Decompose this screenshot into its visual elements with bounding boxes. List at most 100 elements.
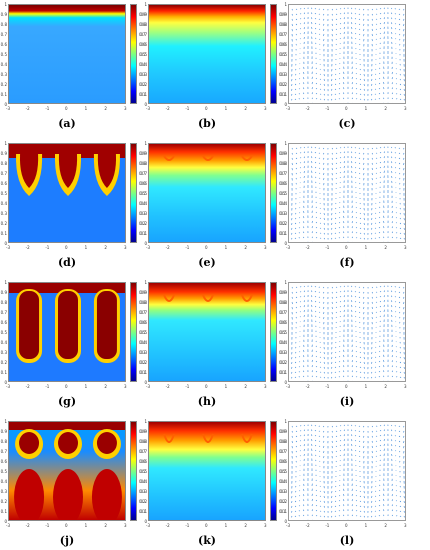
y-tick: 1: [284, 419, 287, 424]
y-tick: 0.2: [140, 221, 147, 226]
y-tick: 1: [4, 141, 7, 146]
panel-caption: (a): [58, 117, 76, 130]
y-tick: 0.8: [280, 300, 287, 305]
y-tick: 0.2: [0, 360, 7, 365]
colorbar-tick: 0.9: [279, 290, 286, 295]
x-tick: 0: [205, 523, 208, 528]
y-tick: 0.2: [140, 499, 147, 504]
colorbar-tick: 0.4: [279, 62, 286, 67]
x-tick: -1: [45, 523, 50, 528]
colorbar-tick: 0.5: [139, 330, 146, 335]
x-tick: -3: [6, 245, 10, 250]
y-tick: 0.5: [0, 191, 7, 196]
colorbar-tick: 0.6: [139, 459, 146, 464]
y-tick: 0.1: [0, 92, 7, 97]
x-tick: 2: [244, 106, 247, 111]
x-tick-labels: -3 -2 -1 0 1 2 3: [286, 106, 407, 112]
x-tick: -2: [305, 106, 310, 111]
x-tick: -1: [45, 245, 50, 250]
x-tick: 0: [345, 106, 348, 111]
panel-caption: (c): [338, 117, 356, 130]
y-tick: 1: [4, 419, 7, 424]
colorbar: [130, 4, 137, 104]
colorbar-tick: 0.1: [139, 370, 146, 375]
y-tick: 0.3: [280, 489, 287, 494]
x-tick: 1: [224, 384, 228, 389]
y-tick: 0.9: [0, 290, 7, 295]
y-tick: 0.3: [0, 72, 7, 77]
y-tick-labels: 1 0.9 0.8 0.7 0.6 0.5 0.4 0.3 0.2 0.1 0: [0, 2, 7, 107]
x-tick-labels: -3 -2 -1 0 1 2 3: [286, 384, 407, 390]
y-tick: 0.2: [280, 82, 287, 87]
y-tick: 0.5: [0, 469, 7, 474]
x-tick: 0: [65, 106, 68, 111]
colorbar-tick: 0.9: [139, 12, 146, 17]
colorbar-tick: 0.2: [139, 82, 146, 87]
y-tick: 0: [144, 241, 147, 246]
x-tick: -1: [185, 523, 190, 528]
y-tick-labels: 1 0.9 0.8 0.7 0.6 0.5 0.4 0.3 0.2 0.1 0: [140, 419, 147, 524]
y-tick: 1: [4, 2, 7, 7]
x-tick: -3: [6, 523, 10, 528]
y-tick: 0.9: [0, 12, 7, 17]
y-tick: 0: [4, 519, 7, 524]
colorbar-tick: 0.3: [279, 211, 286, 216]
y-tick: 1: [144, 2, 147, 7]
colorbar-tick: 0.3: [279, 350, 286, 355]
y-tick: 1: [4, 280, 7, 285]
colorbar-tick: 0.4: [279, 201, 286, 206]
colorbar: [270, 4, 277, 104]
x-tick: 2: [244, 384, 247, 389]
y-tick: 0.6: [0, 42, 7, 47]
y-tick: 0.4: [280, 201, 287, 206]
y-tick: 0.8: [140, 22, 147, 27]
colorbar-tick: 0.2: [279, 82, 286, 87]
x-tick: 3: [124, 106, 127, 111]
x-tick: -3: [146, 523, 150, 528]
x-tick: -2: [25, 384, 30, 389]
panel-caption: (k): [197, 534, 217, 547]
y-tick: 0.3: [140, 350, 147, 355]
x-tick-labels: -3 -2 -1 0 1 2 3: [286, 245, 407, 251]
colorbar-tick: 0.8: [279, 161, 286, 166]
y-tick: 0.5: [140, 52, 147, 57]
y-tick: 0.8: [280, 439, 287, 444]
x-tick: -3: [6, 384, 10, 389]
y-tick: 0.6: [140, 320, 147, 325]
colorbar-tick: 0.6: [279, 459, 286, 464]
y-tick: 0.2: [0, 499, 7, 504]
y-tick: 0.6: [140, 459, 147, 464]
x-tick: 2: [384, 106, 387, 111]
colorbar: [270, 282, 277, 382]
x-tick: -2: [165, 245, 170, 250]
colorbar-tick: 0.7: [139, 310, 146, 315]
y-tick: 0.7: [0, 310, 7, 315]
x-tick: -1: [325, 245, 330, 250]
y-tick: 0.3: [280, 72, 287, 77]
x-tick: -2: [165, 106, 170, 111]
x-tick-labels: -3 -2 -1 0 1 2 3: [286, 523, 407, 529]
y-tick: 0.9: [140, 429, 147, 434]
colorbar-tick: 0.6: [279, 320, 286, 325]
plot-temperature: [148, 282, 266, 382]
x-tick-labels: -3 -2 -1 0 1 2 3: [6, 523, 127, 529]
colorbar-tick: 0.4: [139, 201, 146, 206]
y-tick: 0.4: [0, 201, 7, 206]
colorbar: [270, 421, 277, 521]
x-tick-labels: -3 -2 -1 0 1 2 3: [146, 106, 267, 112]
y-tick: 0.4: [280, 340, 287, 345]
x-tick: -1: [45, 106, 50, 111]
velocity-field-graphic: [291, 424, 405, 520]
x-tick: 2: [384, 384, 387, 389]
y-tick: 0.7: [280, 32, 287, 37]
colorbar-tick: 0.9: [279, 429, 286, 434]
plot-concentration: [8, 421, 126, 521]
colorbar-tick: 0.6: [139, 42, 146, 47]
y-tick: 0.5: [0, 330, 7, 335]
y-tick: 0: [4, 380, 7, 385]
y-tick: 0.2: [0, 82, 7, 87]
temperature-field-graphic: [163, 155, 253, 161]
y-tick: 0.4: [140, 201, 147, 206]
colorbar-tick: 0.8: [139, 161, 146, 166]
x-tick: -1: [325, 523, 330, 528]
